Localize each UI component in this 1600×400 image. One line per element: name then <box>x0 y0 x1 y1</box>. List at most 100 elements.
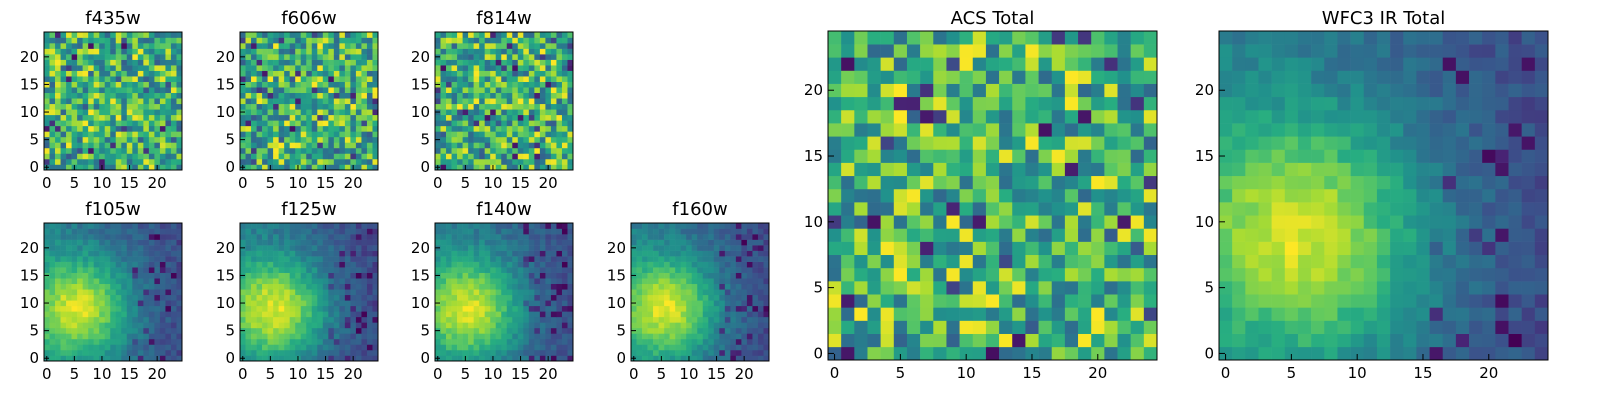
heatmap-cell <box>251 131 257 138</box>
heatmap-cell <box>245 327 252 334</box>
heatmap-cell <box>473 158 480 165</box>
heatmap-cell <box>71 98 78 105</box>
heatmap-cell <box>686 305 693 312</box>
heatmap-cell <box>741 289 748 296</box>
heatmap-cell <box>328 311 335 318</box>
heatmap-cell <box>539 316 546 323</box>
heatmap-cell <box>165 65 172 71</box>
heatmap-cell <box>306 92 313 99</box>
heatmap-cell <box>457 305 463 312</box>
heatmap-cell <box>137 245 144 251</box>
heatmap-cell <box>110 333 117 340</box>
heatmap-cell <box>121 272 128 279</box>
heatmap-cell <box>289 283 296 290</box>
heatmap-cell <box>523 338 530 345</box>
heatmap-cell <box>71 142 78 149</box>
heatmap-cell <box>66 153 72 160</box>
heatmap-cell <box>517 283 524 290</box>
heatmap-cell <box>256 283 263 290</box>
heatmap-cell <box>333 103 340 110</box>
heatmap-cell <box>148 289 155 296</box>
heatmap-cell <box>457 278 463 285</box>
heatmap-cell <box>490 59 497 66</box>
heatmap-cell <box>328 76 335 82</box>
heatmap-cell <box>317 333 324 340</box>
heatmap-cell <box>484 327 491 334</box>
heatmap-cell <box>165 142 172 149</box>
heatmap-cell <box>528 70 535 77</box>
heatmap-cell <box>631 261 637 268</box>
heatmap-cell <box>545 327 552 334</box>
heatmap-cell <box>479 338 485 345</box>
heatmap-cell <box>490 245 497 251</box>
heatmap-cell <box>55 136 61 143</box>
heatmap-cell <box>300 153 307 160</box>
heatmap-cell <box>66 333 72 340</box>
heatmap-cell <box>137 355 144 362</box>
heatmap-cell <box>322 54 329 60</box>
heatmap-cell <box>528 322 535 329</box>
heatmap-cell <box>256 338 263 345</box>
heatmap-cell <box>446 322 452 329</box>
heatmap-cell <box>176 125 183 132</box>
heatmap-cell <box>322 59 329 66</box>
heatmap-cell <box>664 278 670 285</box>
heatmap-cell <box>176 267 183 273</box>
heatmap-cell <box>1091 228 1105 242</box>
heatmap-cell <box>115 272 122 279</box>
heatmap-cell <box>550 109 557 116</box>
heatmap-cell <box>251 76 257 82</box>
heatmap-cell <box>115 43 122 49</box>
heatmap-cell <box>867 267 881 282</box>
heatmap-cell <box>523 142 530 149</box>
heatmap-cell <box>435 338 441 345</box>
heatmap-cell <box>539 48 546 55</box>
heatmap-cell <box>920 149 934 163</box>
heatmap-cell <box>366 92 373 99</box>
heatmap-cell <box>479 136 485 143</box>
heatmap-cell <box>333 164 340 171</box>
heatmap-cell <box>539 142 546 149</box>
heatmap-cell <box>355 338 362 345</box>
heatmap-cell <box>484 136 491 143</box>
heatmap-cell <box>691 322 698 329</box>
heatmap-cell <box>752 333 759 340</box>
heatmap-cell <box>344 327 351 334</box>
heatmap-cell <box>49 272 56 279</box>
heatmap-cell <box>854 267 868 282</box>
heatmap-cell <box>355 65 362 71</box>
heatmap-cell <box>104 131 111 138</box>
heatmap-cell <box>567 37 574 44</box>
heatmap-cell <box>506 131 513 138</box>
heatmap-cell <box>1051 215 1066 229</box>
heatmap-cell <box>506 164 513 171</box>
heatmap-cell <box>517 267 524 273</box>
heatmap-cell <box>468 37 474 44</box>
heatmap-cell <box>893 333 908 348</box>
heatmap-cell <box>143 120 150 127</box>
heatmap-cell <box>317 103 324 110</box>
heatmap-cell <box>702 349 709 356</box>
heatmap-cell <box>132 234 139 240</box>
heatmap-cell <box>528 32 535 38</box>
heatmap-cell <box>763 228 770 235</box>
heatmap-cell <box>339 92 346 99</box>
heatmap-cell <box>77 153 83 160</box>
heatmap-cell <box>366 147 373 154</box>
heatmap-cell <box>339 300 346 307</box>
heatmap-cell <box>273 294 279 301</box>
heatmap-cell <box>479 114 485 121</box>
heatmap-cell <box>741 316 748 323</box>
heatmap-cell <box>451 344 458 351</box>
heatmap-cell <box>451 338 458 345</box>
heatmap-cell <box>115 250 122 257</box>
heatmap-cell <box>355 81 362 88</box>
heatmap-cell <box>328 98 335 105</box>
heatmap-cell <box>240 153 246 160</box>
heatmap-cell <box>273 283 279 290</box>
heatmap-cell <box>317 316 324 323</box>
heatmap-cell <box>278 344 285 351</box>
heatmap-cell <box>539 153 546 160</box>
heatmap-cell <box>1104 346 1118 361</box>
heatmap-cell <box>1143 162 1158 177</box>
